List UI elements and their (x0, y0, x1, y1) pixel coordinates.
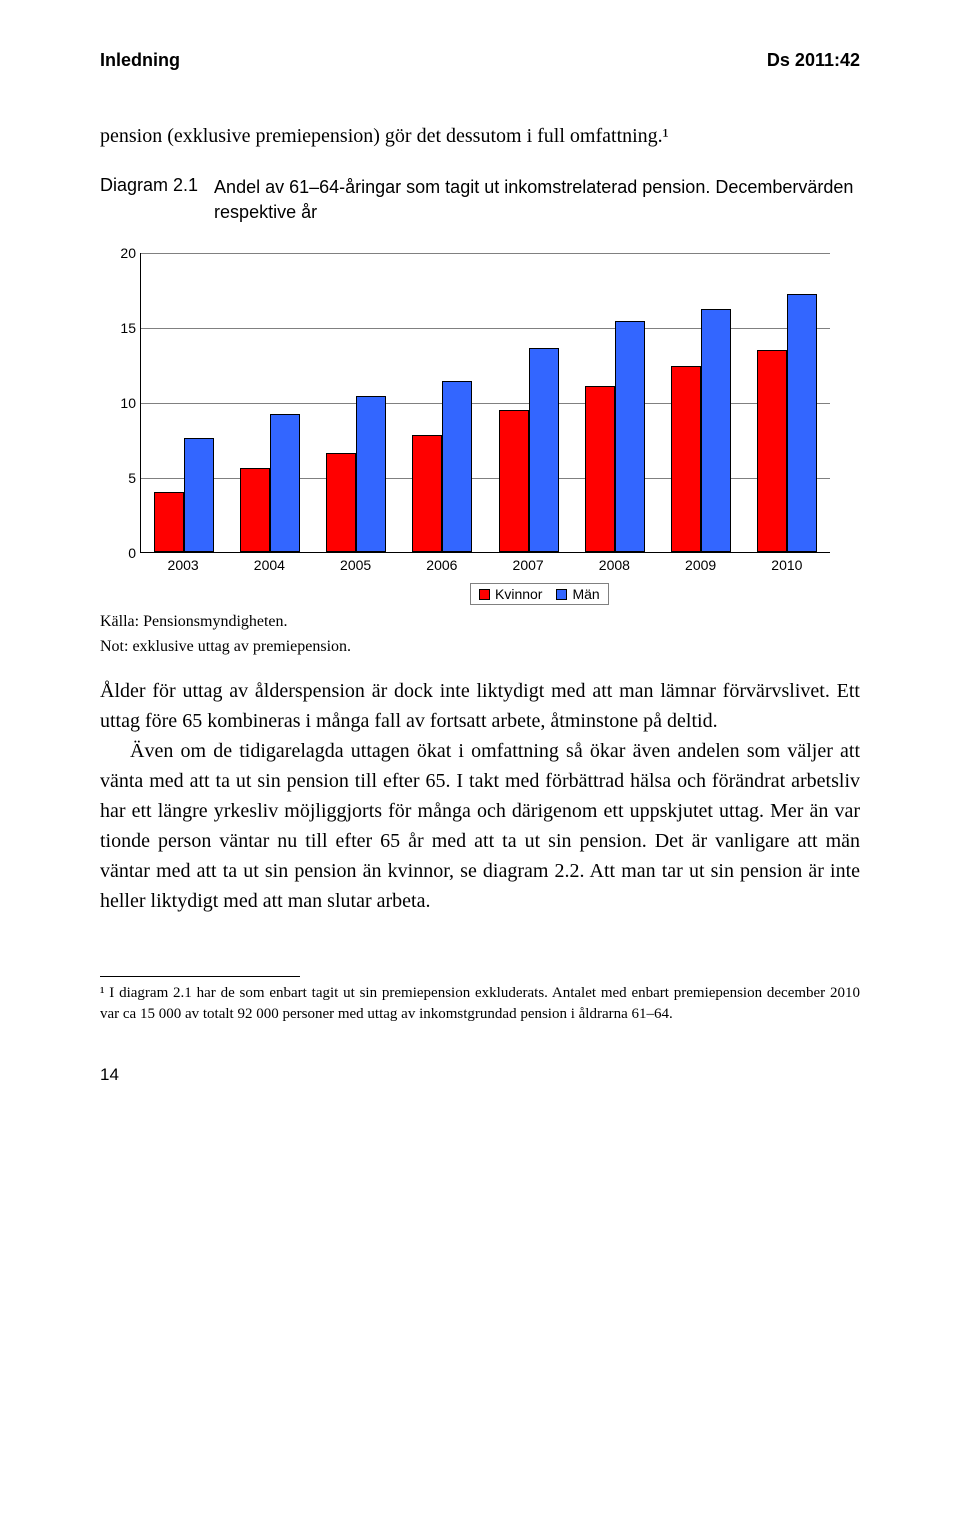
chart-legend: Kvinnor Män (470, 583, 609, 605)
body-para-2: Även om de tidigarelagda uttagen ökat i … (100, 736, 860, 916)
y-tick-label: 15 (106, 320, 136, 336)
bar-man (184, 438, 214, 552)
bar-kvinnor (326, 453, 356, 552)
bar-group (227, 414, 313, 552)
x-tick-label: 2007 (485, 557, 571, 573)
diagram-caption: Andel av 61–64-åringar som tagit ut inko… (214, 175, 860, 225)
y-tick-label: 5 (106, 470, 136, 486)
chart-note: Not: exklusive uttag av premiepension. (100, 636, 860, 658)
bar-kvinnor (499, 410, 529, 553)
x-tick-label: 2004 (226, 557, 312, 573)
y-tick-label: 0 (106, 545, 136, 561)
bar-group (658, 309, 744, 552)
bar-group (744, 294, 830, 552)
header-docid: Ds 2011:42 (767, 50, 860, 71)
bar-kvinnor (412, 435, 442, 552)
legend-label-kvinnor: Kvinnor (495, 586, 542, 602)
bar-man (529, 348, 559, 552)
bar-man (787, 294, 817, 552)
diagram-label: Diagram 2.1 (100, 175, 198, 225)
page-header: Inledning Ds 2011:42 (100, 50, 860, 71)
chart-source: Källa: Pensionsmyndigheten. (100, 611, 860, 633)
bar-kvinnor (671, 366, 701, 552)
bar-man (615, 321, 645, 552)
bar-man (356, 396, 386, 552)
y-tick-label: 20 (106, 245, 136, 261)
legend-label-man: Män (572, 586, 599, 602)
bar-group (572, 321, 658, 552)
legend-item-kvinnor: Kvinnor (479, 586, 542, 602)
footnote-rule (100, 976, 300, 977)
bar-kvinnor (585, 386, 615, 553)
bar-group (141, 438, 227, 552)
footnote-text: ¹ I diagram 2.1 har de som enbart tagit … (100, 983, 860, 1025)
bar-man (701, 309, 731, 552)
y-tick-label: 10 (106, 395, 136, 411)
bar-chart: 0 5 10 15 20 2003200420052006200720082009201… (100, 243, 840, 603)
x-tick-label: 2009 (658, 557, 744, 573)
header-section: Inledning (100, 50, 180, 71)
bar-kvinnor (240, 468, 270, 552)
bar-group (486, 348, 572, 552)
bar-kvinnor (757, 350, 787, 553)
bar-group (399, 381, 485, 552)
legend-item-man: Män (556, 586, 599, 602)
diagram-title-row: Diagram 2.1 Andel av 61–64-åringar som t… (100, 175, 860, 225)
x-tick-label: 2003 (140, 557, 226, 573)
x-tick-label: 2010 (744, 557, 830, 573)
bar-kvinnor (154, 492, 184, 552)
x-axis-labels: 20032004200520062007200820092010 (140, 557, 830, 573)
x-tick-label: 2005 (313, 557, 399, 573)
bar-man (270, 414, 300, 552)
bars-area (141, 253, 830, 552)
intro-paragraph: pension (exklusive premiepension) gör de… (100, 121, 860, 151)
legend-swatch-kvinnor (479, 589, 490, 600)
bar-man (442, 381, 472, 552)
bar-group (313, 396, 399, 552)
x-tick-label: 2008 (571, 557, 657, 573)
x-tick-label: 2006 (399, 557, 485, 573)
page-number: 14 (100, 1065, 860, 1085)
body-para-1: Ålder för uttag av ålderspension är dock… (100, 676, 860, 736)
chart-plot-area (140, 253, 830, 553)
legend-swatch-man (556, 589, 567, 600)
